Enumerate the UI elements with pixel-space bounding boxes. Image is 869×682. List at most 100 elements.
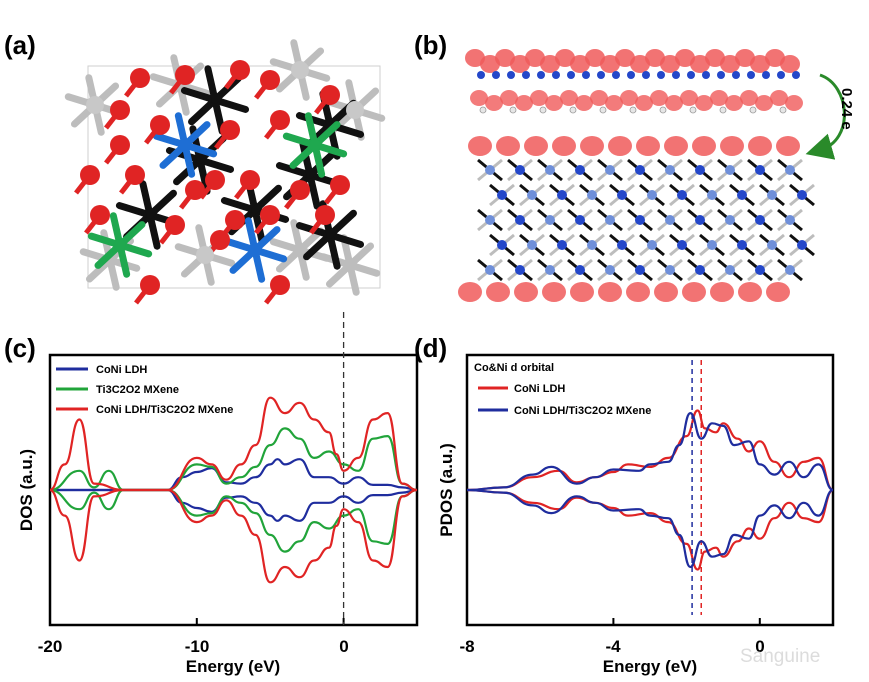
- charge-lobe: [660, 55, 680, 73]
- dos-tick-label: -20: [38, 637, 63, 656]
- charge-lobe: [510, 55, 530, 73]
- lattice-atom: [497, 190, 507, 200]
- charge-lobe: [608, 136, 632, 156]
- lattice-atom: [797, 190, 807, 200]
- bond: [346, 261, 381, 277]
- charge-transfer-arrow: [805, 73, 846, 160]
- bond: [188, 96, 219, 126]
- charge-lobe: [585, 49, 605, 67]
- charge-lobe: [755, 95, 773, 111]
- bond: [204, 65, 219, 104]
- bond: [180, 87, 219, 104]
- oxygen-atom: [240, 170, 260, 190]
- pdos-ylabel: PDOS (a.u.): [437, 443, 456, 537]
- pdos-chart: PDOS (a.u.) Energy (eV) -8 -4 0 Co&Ni d …: [437, 353, 835, 676]
- charge-lobe: [692, 136, 716, 156]
- oxygen-atom: [185, 180, 205, 200]
- pdos-xlabel: Energy (eV): [603, 657, 697, 676]
- lattice-atom: [647, 190, 657, 200]
- charge-lobe: [515, 95, 533, 111]
- bond: [275, 246, 304, 273]
- dos-tick-label: 0: [339, 637, 348, 656]
- bond: [146, 189, 177, 219]
- depletion-lobe: [537, 71, 545, 79]
- depletion-lobe: [522, 71, 530, 79]
- lattice-atom: [497, 240, 507, 250]
- charge-lobe: [710, 282, 734, 302]
- depletion-lobe: [642, 71, 650, 79]
- hydrogen-atom: [779, 106, 787, 114]
- oxygen-atom: [110, 100, 130, 120]
- lattice-atom: [557, 240, 567, 250]
- lattice-atom: [617, 240, 627, 250]
- lattice-atom: [605, 165, 615, 175]
- oxygen-atom: [270, 275, 290, 295]
- oxygen-atom: [130, 68, 150, 88]
- depletion-lobe: [792, 71, 800, 79]
- lattice-atom: [515, 215, 525, 225]
- charge-lobe: [552, 136, 576, 156]
- oxygen-atom: [330, 175, 350, 195]
- plot-frame: [465, 353, 835, 627]
- lattice-atom: [515, 265, 525, 275]
- nickel-atom: [114, 239, 126, 251]
- bond: [290, 219, 304, 254]
- series-line-down-0: [50, 488, 418, 522]
- charge-lobe: [470, 90, 488, 106]
- lattice-atom: [527, 240, 537, 250]
- panel-label-d: (d): [414, 333, 447, 363]
- bond: [251, 184, 282, 214]
- bond: [326, 231, 365, 248]
- lattice-atom: [545, 165, 555, 175]
- lattice-atom: [587, 190, 597, 200]
- lattice-atom: [707, 190, 717, 200]
- legend-title: Co&Ni d orbital: [474, 362, 554, 374]
- charge-lobe: [560, 90, 578, 106]
- depletion-lobe: [477, 71, 485, 79]
- hydrogen-atom: [659, 106, 667, 114]
- charge-lobe: [570, 282, 594, 302]
- legend-label-composite: CoNi LDH/Ti3C2O2 MXene: [96, 404, 233, 416]
- charge-lobe: [636, 136, 660, 156]
- oxygen-atom: [315, 205, 335, 225]
- lattice-atom: [665, 265, 675, 275]
- charge-lobe: [524, 136, 548, 156]
- legend-label-coni: CoNi LDH: [96, 364, 147, 376]
- charge-lobe: [635, 95, 653, 111]
- oxygen-atom: [290, 180, 310, 200]
- charge-lobe: [580, 136, 604, 156]
- lattice-atom: [677, 240, 687, 250]
- dos-tick-label: -10: [185, 637, 210, 656]
- charge-lobe: [500, 90, 518, 106]
- lattice-atom: [635, 165, 645, 175]
- lattice-atom: [767, 190, 777, 200]
- lattice-atom: [515, 165, 525, 175]
- charge-lobe: [615, 49, 635, 67]
- depletion-lobe: [582, 71, 590, 79]
- crystal-structure-illustration: [64, 39, 386, 305]
- depletion-lobe: [507, 71, 515, 79]
- depletion-lobe: [492, 71, 500, 79]
- lattice-atom: [575, 215, 585, 225]
- hydrogen-atom: [539, 106, 547, 114]
- panel-label-a: (a): [4, 30, 36, 60]
- bond: [115, 202, 154, 219]
- lattice-atom: [485, 215, 495, 225]
- pdos-legend: Co&Ni d orbital CoNi LDH CoNi LDH/Ti3C2O…: [474, 362, 651, 417]
- depletion-lobe: [762, 71, 770, 79]
- metal-atom: [86, 96, 104, 114]
- hydrogen-atom: [629, 106, 637, 114]
- lattice-atom: [737, 240, 747, 250]
- charge-lobe: [705, 49, 725, 67]
- bond: [176, 81, 211, 97]
- hydrogen-atom: [569, 106, 577, 114]
- bond: [176, 81, 190, 116]
- charge-lobe: [495, 49, 515, 67]
- bond: [106, 256, 120, 291]
- lattice-atom: [725, 165, 735, 175]
- dos-chart: DOS (a.u.) Energy (eV) -20 -10 0 CoNi LD…: [17, 312, 419, 676]
- bond: [346, 261, 360, 296]
- oxygen-atom: [320, 85, 340, 105]
- dos-xlabel: Energy (eV): [186, 657, 280, 676]
- charge-lobe: [540, 55, 560, 73]
